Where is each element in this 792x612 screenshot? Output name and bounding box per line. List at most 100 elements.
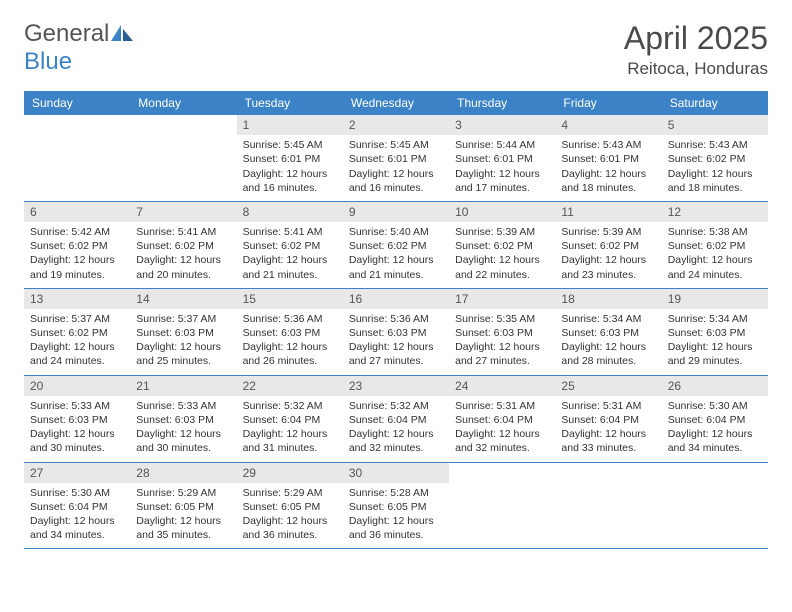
calendar-cell: 8Sunrise: 5:41 AMSunset: 6:02 PMDaylight…	[237, 202, 343, 288]
weekday-header: Wednesday	[343, 91, 449, 115]
calendar-cell	[662, 463, 768, 549]
calendar-cell: 9Sunrise: 5:40 AMSunset: 6:02 PMDaylight…	[343, 202, 449, 288]
day-content: Sunrise: 5:43 AMSunset: 6:02 PMDaylight:…	[662, 135, 768, 201]
day-number: 29	[237, 463, 343, 483]
weekday-header: Friday	[555, 91, 661, 115]
day-content: Sunrise: 5:38 AMSunset: 6:02 PMDaylight:…	[662, 222, 768, 288]
calendar-cell: 18Sunrise: 5:34 AMSunset: 6:03 PMDayligh…	[555, 289, 661, 375]
day-number: 11	[555, 202, 661, 222]
calendar-row: 6Sunrise: 5:42 AMSunset: 6:02 PMDaylight…	[24, 202, 768, 289]
day-content: Sunrise: 5:37 AMSunset: 6:03 PMDaylight:…	[130, 309, 236, 375]
title-block: April 2025 Reitoca, Honduras	[624, 20, 768, 79]
calendar-cell: 7Sunrise: 5:41 AMSunset: 6:02 PMDaylight…	[130, 202, 236, 288]
page-header: General Blue April 2025 Reitoca, Hondura…	[24, 20, 768, 79]
calendar-cell: 20Sunrise: 5:33 AMSunset: 6:03 PMDayligh…	[24, 376, 130, 462]
day-content: Sunrise: 5:36 AMSunset: 6:03 PMDaylight:…	[237, 309, 343, 375]
weekday-header: Sunday	[24, 91, 130, 115]
day-number: 27	[24, 463, 130, 483]
day-content: Sunrise: 5:30 AMSunset: 6:04 PMDaylight:…	[662, 396, 768, 462]
weekday-header: Thursday	[449, 91, 555, 115]
logo: General Blue	[24, 20, 133, 76]
calendar-cell: 15Sunrise: 5:36 AMSunset: 6:03 PMDayligh…	[237, 289, 343, 375]
day-content: Sunrise: 5:39 AMSunset: 6:02 PMDaylight:…	[449, 222, 555, 288]
day-number: 13	[24, 289, 130, 309]
day-number: 2	[343, 115, 449, 135]
logo-text: General Blue	[24, 20, 133, 76]
day-number: 9	[343, 202, 449, 222]
day-number: 20	[24, 376, 130, 396]
day-content: Sunrise: 5:42 AMSunset: 6:02 PMDaylight:…	[24, 222, 130, 288]
calendar-cell: 1Sunrise: 5:45 AMSunset: 6:01 PMDaylight…	[237, 115, 343, 201]
calendar-cell: 5Sunrise: 5:43 AMSunset: 6:02 PMDaylight…	[662, 115, 768, 201]
calendar-row: 27Sunrise: 5:30 AMSunset: 6:04 PMDayligh…	[24, 463, 768, 550]
day-number: 7	[130, 202, 236, 222]
calendar-row: 13Sunrise: 5:37 AMSunset: 6:02 PMDayligh…	[24, 289, 768, 376]
calendar-cell	[130, 115, 236, 201]
calendar-row: 1Sunrise: 5:45 AMSunset: 6:01 PMDaylight…	[24, 115, 768, 202]
day-number: 15	[237, 289, 343, 309]
weekday-header: Saturday	[662, 91, 768, 115]
day-content: Sunrise: 5:32 AMSunset: 6:04 PMDaylight:…	[343, 396, 449, 462]
day-content: Sunrise: 5:31 AMSunset: 6:04 PMDaylight:…	[449, 396, 555, 462]
day-content: Sunrise: 5:41 AMSunset: 6:02 PMDaylight:…	[130, 222, 236, 288]
calendar-cell: 3Sunrise: 5:44 AMSunset: 6:01 PMDaylight…	[449, 115, 555, 201]
calendar-cell	[555, 463, 661, 549]
day-number: 3	[449, 115, 555, 135]
day-content: Sunrise: 5:29 AMSunset: 6:05 PMDaylight:…	[130, 483, 236, 549]
day-number: 10	[449, 202, 555, 222]
calendar-cell: 21Sunrise: 5:33 AMSunset: 6:03 PMDayligh…	[130, 376, 236, 462]
day-number: 5	[662, 115, 768, 135]
day-number: 26	[662, 376, 768, 396]
day-number: 1	[237, 115, 343, 135]
day-number: 4	[555, 115, 661, 135]
calendar-cell	[449, 463, 555, 549]
day-content: Sunrise: 5:35 AMSunset: 6:03 PMDaylight:…	[449, 309, 555, 375]
logo-word-1: General	[24, 20, 109, 47]
day-content: Sunrise: 5:32 AMSunset: 6:04 PMDaylight:…	[237, 396, 343, 462]
day-number: 6	[24, 202, 130, 222]
calendar-cell: 12Sunrise: 5:38 AMSunset: 6:02 PMDayligh…	[662, 202, 768, 288]
calendar-cell	[24, 115, 130, 201]
calendar-cell: 29Sunrise: 5:29 AMSunset: 6:05 PMDayligh…	[237, 463, 343, 549]
day-number: 28	[130, 463, 236, 483]
day-number: 22	[237, 376, 343, 396]
calendar-cell: 25Sunrise: 5:31 AMSunset: 6:04 PMDayligh…	[555, 376, 661, 462]
calendar-cell: 14Sunrise: 5:37 AMSunset: 6:03 PMDayligh…	[130, 289, 236, 375]
day-content: Sunrise: 5:37 AMSunset: 6:02 PMDaylight:…	[24, 309, 130, 375]
calendar-cell: 28Sunrise: 5:29 AMSunset: 6:05 PMDayligh…	[130, 463, 236, 549]
day-number: 14	[130, 289, 236, 309]
logo-word-2: Blue	[24, 48, 72, 75]
location-text: Reitoca, Honduras	[624, 59, 768, 79]
day-content: Sunrise: 5:30 AMSunset: 6:04 PMDaylight:…	[24, 483, 130, 549]
calendar-cell: 27Sunrise: 5:30 AMSunset: 6:04 PMDayligh…	[24, 463, 130, 549]
day-content: Sunrise: 5:40 AMSunset: 6:02 PMDaylight:…	[343, 222, 449, 288]
calendar-cell: 22Sunrise: 5:32 AMSunset: 6:04 PMDayligh…	[237, 376, 343, 462]
calendar-header-row: SundayMondayTuesdayWednesdayThursdayFrid…	[24, 91, 768, 115]
day-number: 23	[343, 376, 449, 396]
calendar-body: 1Sunrise: 5:45 AMSunset: 6:01 PMDaylight…	[24, 115, 768, 549]
day-number: 25	[555, 376, 661, 396]
day-number: 21	[130, 376, 236, 396]
day-content: Sunrise: 5:29 AMSunset: 6:05 PMDaylight:…	[237, 483, 343, 549]
calendar-cell: 26Sunrise: 5:30 AMSunset: 6:04 PMDayligh…	[662, 376, 768, 462]
day-content: Sunrise: 5:41 AMSunset: 6:02 PMDaylight:…	[237, 222, 343, 288]
day-number: 18	[555, 289, 661, 309]
day-number: 19	[662, 289, 768, 309]
calendar-cell: 11Sunrise: 5:39 AMSunset: 6:02 PMDayligh…	[555, 202, 661, 288]
day-content: Sunrise: 5:36 AMSunset: 6:03 PMDaylight:…	[343, 309, 449, 375]
day-number: 16	[343, 289, 449, 309]
day-content: Sunrise: 5:43 AMSunset: 6:01 PMDaylight:…	[555, 135, 661, 201]
calendar-cell: 13Sunrise: 5:37 AMSunset: 6:02 PMDayligh…	[24, 289, 130, 375]
day-number: 8	[237, 202, 343, 222]
day-number: 30	[343, 463, 449, 483]
day-content: Sunrise: 5:45 AMSunset: 6:01 PMDaylight:…	[343, 135, 449, 201]
calendar-cell: 4Sunrise: 5:43 AMSunset: 6:01 PMDaylight…	[555, 115, 661, 201]
weekday-header: Tuesday	[237, 91, 343, 115]
calendar-cell: 23Sunrise: 5:32 AMSunset: 6:04 PMDayligh…	[343, 376, 449, 462]
day-content: Sunrise: 5:39 AMSunset: 6:02 PMDaylight:…	[555, 222, 661, 288]
calendar-cell: 30Sunrise: 5:28 AMSunset: 6:05 PMDayligh…	[343, 463, 449, 549]
weekday-header: Monday	[130, 91, 236, 115]
calendar-row: 20Sunrise: 5:33 AMSunset: 6:03 PMDayligh…	[24, 376, 768, 463]
calendar: SundayMondayTuesdayWednesdayThursdayFrid…	[24, 91, 768, 549]
logo-sail-icon	[111, 25, 133, 41]
